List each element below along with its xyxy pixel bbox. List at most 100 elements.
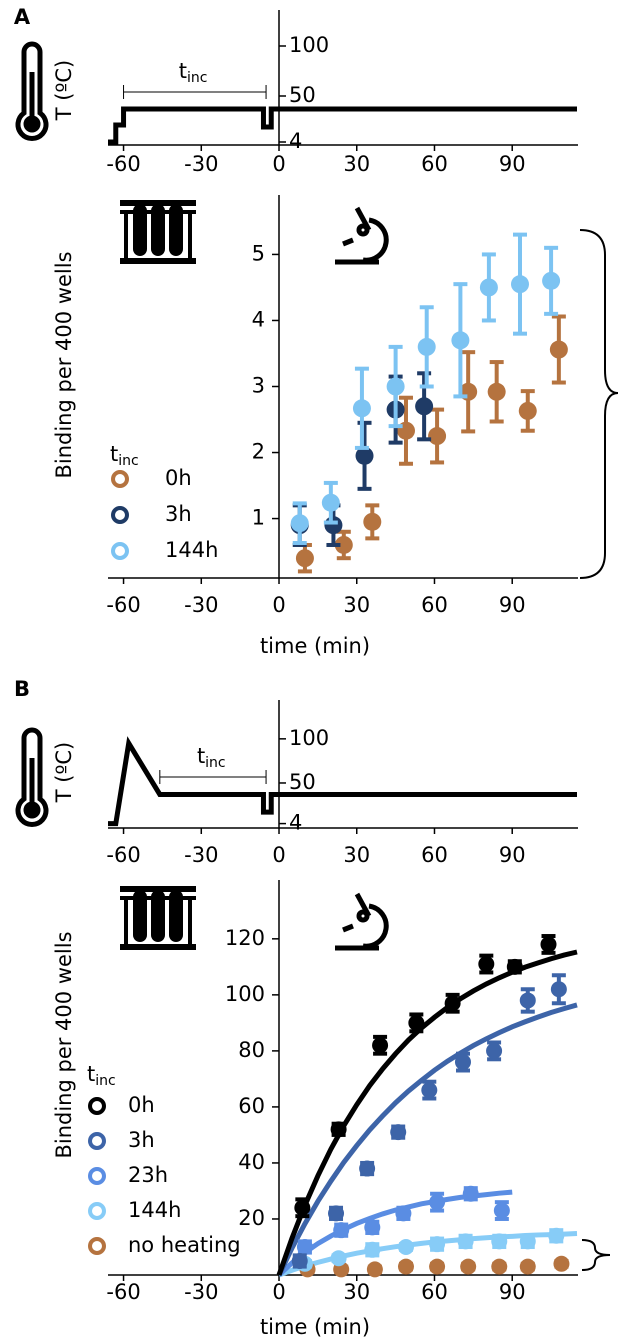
x-tick-label: -30 <box>184 1280 218 1304</box>
data-point <box>454 1054 471 1071</box>
y-tick-label: 100 <box>289 726 329 750</box>
legend-marker <box>111 470 129 488</box>
tube-rack-icon <box>120 200 196 264</box>
thermometer-icon <box>15 41 49 141</box>
x-tick-label: 0 <box>272 1280 285 1304</box>
data-point <box>519 1258 536 1275</box>
legend-marker <box>88 1237 106 1255</box>
brace <box>581 1239 611 1271</box>
data-point <box>364 1241 381 1258</box>
y-tick-label: 4 <box>289 129 302 153</box>
legend-label: 0h <box>165 466 192 490</box>
data-point <box>296 1238 313 1255</box>
y-axis-label: Binding per 400 wells <box>52 251 76 478</box>
data-point <box>363 512 382 531</box>
data-point <box>519 1233 536 1250</box>
legend-label: 144h <box>165 538 218 562</box>
temperature-line <box>108 736 577 827</box>
y-tick-label: 5 <box>252 241 265 265</box>
x-tick-label: 60 <box>421 1280 448 1304</box>
data-point <box>364 1219 381 1236</box>
data-point <box>487 382 506 401</box>
x-tick-label: 30 <box>343 1280 370 1304</box>
legend-label: 23h <box>128 1163 168 1187</box>
data-point <box>290 514 309 533</box>
x-tick-label: 60 <box>421 593 448 617</box>
data-point <box>330 1121 347 1138</box>
fit-line <box>276 1002 578 1277</box>
legend-label: 3h <box>128 1128 155 1152</box>
x-tick-label: 0 <box>272 843 285 867</box>
data-point <box>397 1238 414 1255</box>
legend-marker <box>88 1097 106 1115</box>
data-point <box>506 958 523 975</box>
microscope-icon <box>335 206 389 265</box>
x-tick-label: -60 <box>106 1280 140 1304</box>
x-tick-label: 60 <box>421 152 448 176</box>
data-point <box>352 399 371 418</box>
x-tick-label: -30 <box>184 593 218 617</box>
data-point <box>491 1233 508 1250</box>
panel-label: A <box>14 5 31 29</box>
annotation-base: t <box>197 744 205 768</box>
y-axis-label: Binding per 400 wells <box>52 931 76 1158</box>
y-tick-label: 3 <box>252 374 265 398</box>
data-point <box>395 1205 412 1222</box>
x-tick-label: -60 <box>106 152 140 176</box>
y-tick-label: 20 <box>238 1206 265 1230</box>
microscope-icon <box>335 892 389 951</box>
legend-marker <box>88 1167 106 1185</box>
data-point <box>428 427 447 446</box>
data-point <box>324 516 343 535</box>
x-axis-label: time (min) <box>260 634 370 658</box>
x-tick-label: 30 <box>343 152 370 176</box>
data-point <box>550 981 567 998</box>
y-axis-label: T (ºC) <box>52 742 76 803</box>
y-tick-label: 4 <box>289 811 302 835</box>
annotation: tinc <box>197 744 226 771</box>
legend-title: tinc <box>87 1062 116 1089</box>
y-axis-label: T (ºC) <box>52 60 76 121</box>
data-point <box>540 936 557 953</box>
y-tick-label: 50 <box>289 83 316 107</box>
y-tick-label: 60 <box>238 1094 265 1118</box>
data-point <box>479 278 498 297</box>
data-point <box>334 535 353 554</box>
data-point <box>408 1014 425 1031</box>
x-tick-label: 90 <box>499 843 526 867</box>
legend-title-sub: inc <box>95 1073 115 1089</box>
data-point <box>518 401 537 420</box>
data-point <box>457 1233 474 1250</box>
data-point <box>553 1255 570 1272</box>
y-tick-label: 80 <box>238 1038 265 1062</box>
data-point <box>548 1227 565 1244</box>
legend-title-base: t <box>110 442 118 466</box>
data-point <box>421 1082 438 1099</box>
annotation-base: t <box>179 59 187 83</box>
x-tick-label: 60 <box>421 843 448 867</box>
legend-title-sub: inc <box>118 453 138 469</box>
y-tick-label: 4 <box>252 307 265 331</box>
data-point <box>429 1236 446 1253</box>
y-tick-label: 50 <box>289 770 316 794</box>
legend-label: 3h <box>165 502 192 526</box>
data-point <box>486 1042 503 1059</box>
brace <box>579 229 619 579</box>
data-point <box>462 1185 479 1202</box>
y-tick-label: 1 <box>252 506 265 530</box>
annotation-sub: inc <box>205 755 225 771</box>
data-point <box>549 340 568 359</box>
data-point <box>417 337 436 356</box>
data-point <box>386 377 405 396</box>
x-tick-label: 90 <box>499 152 526 176</box>
y-tick-label: 100 <box>225 982 265 1006</box>
data-point <box>291 1252 308 1269</box>
panel-label: B <box>14 677 30 701</box>
legend-marker <box>111 506 129 524</box>
x-tick-label: 0 <box>272 593 285 617</box>
legend-label: 144h <box>128 1198 181 1222</box>
y-tick-label: 120 <box>225 926 265 950</box>
data-point <box>478 956 495 973</box>
data-point <box>493 1202 510 1219</box>
